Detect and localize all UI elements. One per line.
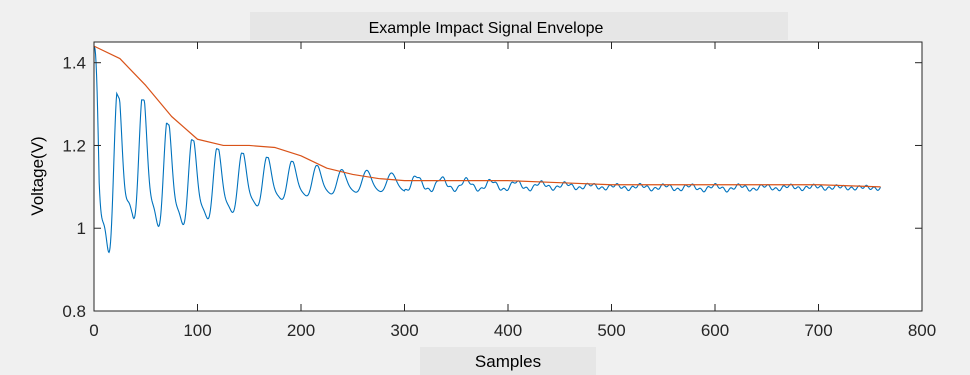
- x-tick-label: 400: [494, 321, 522, 340]
- envelope-series-line: [94, 45, 881, 188]
- x-tick-label: 100: [183, 321, 211, 340]
- x-tick-label: 600: [701, 321, 729, 340]
- plot-area: [93, 41, 923, 312]
- x-tick-label: 200: [287, 321, 315, 340]
- title-band: [250, 12, 788, 40]
- y-tick-label: 1.2: [62, 136, 86, 155]
- y-tick-label: 0.8: [62, 302, 86, 321]
- x-tick-label: 300: [390, 321, 418, 340]
- y-axis-label: Voltage(V): [28, 136, 47, 215]
- y-tick-label: 1: [77, 219, 86, 238]
- x-tick-label: 700: [804, 321, 832, 340]
- x-tick-label: 800: [908, 321, 936, 340]
- signal-series-line: [94, 45, 882, 254]
- xlabel-band: [420, 347, 596, 375]
- x-tick-label: 500: [597, 321, 625, 340]
- x-tick-label: 0: [89, 321, 98, 340]
- y-tick-label: 1.4: [62, 54, 86, 73]
- x-axis-label: Samples: [475, 352, 541, 371]
- chart-title: Example Impact Signal Envelope: [369, 20, 604, 37]
- ticks-layer: 0 100 200 300 400 500 600 700 800 0.8 1 1.2 1.4: [62, 42, 936, 340]
- series-layer: [94, 45, 882, 254]
